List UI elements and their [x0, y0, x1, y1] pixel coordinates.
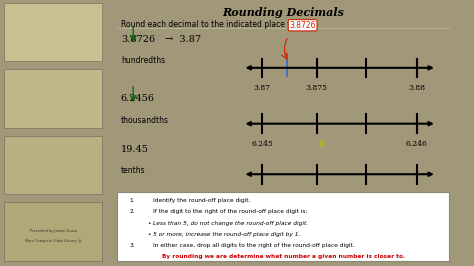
Text: tenths: tenths	[121, 166, 146, 175]
Bar	[4, 136, 102, 194]
Text: 3.875: 3.875	[306, 84, 328, 92]
Text: thousandths: thousandths	[121, 116, 169, 125]
Text: 6.2456: 6.2456	[121, 94, 155, 103]
Text: If the digit to the right of the round-off place digit is:: If the digit to the right of the round-o…	[153, 209, 307, 214]
Text: 5 or more, increase the round-off place digit by 1.: 5 or more, increase the round-off place …	[153, 232, 300, 237]
Text: •: •	[147, 221, 151, 226]
Text: 6.245: 6.245	[251, 140, 273, 148]
Text: 3.88: 3.88	[408, 84, 425, 92]
Text: Round each decimal to the indicated place value.: Round each decimal to the indicated plac…	[121, 20, 310, 29]
Text: 1.: 1.	[129, 198, 135, 203]
Text: More Complete Video Library @: More Complete Video Library @	[25, 239, 82, 243]
Text: In either case, drop all digits to the right of the round-off place digit.: In either case, drop all digits to the r…	[153, 243, 354, 248]
Text: 3.8726: 3.8726	[121, 35, 155, 44]
Text: Identify the round-off place digit.: Identify the round-off place digit.	[153, 198, 250, 203]
Bar	[4, 69, 102, 128]
Text: •: •	[147, 232, 151, 237]
Text: 6.246: 6.246	[406, 140, 428, 148]
Text: →  3.87: → 3.87	[165, 35, 201, 44]
Text: 3.87: 3.87	[254, 84, 271, 92]
Bar	[4, 202, 102, 261]
Text: 2.: 2.	[129, 209, 135, 214]
Text: 3.8726: 3.8726	[290, 21, 316, 30]
Text: hundredths: hundredths	[121, 56, 165, 65]
Bar	[4, 3, 102, 61]
Text: 3.: 3.	[129, 243, 135, 248]
Text: By rounding we are determine what number a given number is closer to.: By rounding we are determine what number…	[162, 254, 405, 259]
Bar	[117, 192, 449, 261]
Text: Presented by James Sousa: Presented by James Sousa	[30, 229, 77, 233]
Text: Less than 5, do not change the round-off place digit.: Less than 5, do not change the round-off…	[153, 221, 308, 226]
Text: Rounding Decimals: Rounding Decimals	[222, 7, 344, 18]
Text: 19.45: 19.45	[121, 145, 149, 154]
Text: 6: 6	[319, 140, 325, 149]
